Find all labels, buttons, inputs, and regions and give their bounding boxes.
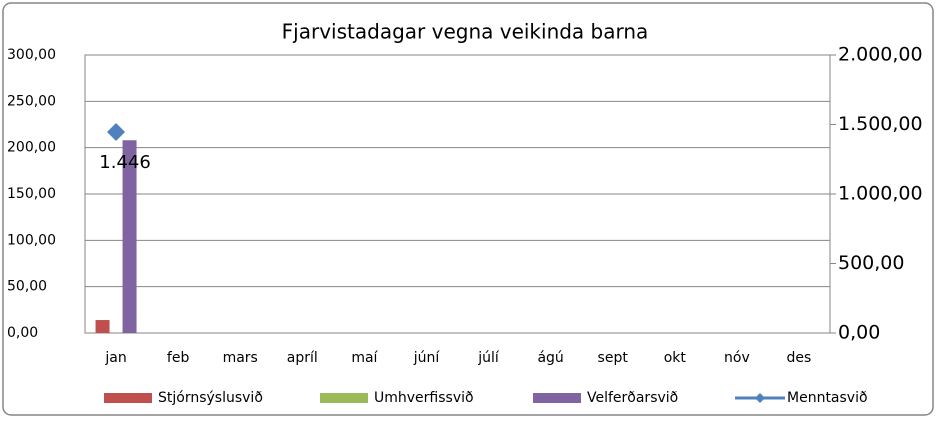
y-tick-label: 300,00 (7, 47, 56, 63)
legend-label: Menntasvið (787, 390, 868, 406)
y-tick-label: 50,00 (7, 279, 47, 295)
x-tick-label: nóv (724, 350, 750, 366)
legend-swatch (104, 393, 152, 403)
x-tick-label: maí (351, 350, 378, 366)
legend-swatch (533, 393, 581, 403)
y-tick-label: 100,00 (7, 232, 56, 248)
x-tick-label: jan (104, 350, 126, 366)
bar (122, 140, 137, 333)
bar (95, 320, 110, 333)
chart-frame (2, 2, 934, 416)
x-tick-label: júlí (477, 350, 500, 366)
x-tick-label: feb (167, 350, 190, 366)
x-tick-label: júní (413, 350, 441, 366)
y-tick-label: 0,00 (7, 325, 38, 341)
x-tick-label: apríl (287, 350, 318, 366)
legend-label: Umhverfissvið (374, 390, 474, 406)
line-marker (107, 123, 126, 142)
y2-tick-label: 500,00 (838, 252, 904, 274)
y-tick-label: 150,00 (7, 186, 56, 202)
y-tick-label: 250,00 (7, 93, 56, 109)
legend-marker (755, 393, 765, 403)
data-label: 1.446 (99, 152, 151, 173)
y-tick-label: 200,00 (7, 140, 56, 156)
chart-title: Fjarvistadagar vegna veikinda barna (282, 20, 649, 44)
x-tick-label: mars (223, 350, 258, 366)
y2-tick-label: 0,00 (838, 322, 880, 344)
legend-label: Velferðarsvið (587, 390, 678, 406)
y2-tick-label: 1.500,00 (838, 113, 923, 135)
x-tick-label: des (787, 350, 812, 366)
x-tick-label: sept (598, 350, 629, 366)
legend-swatch (320, 393, 368, 403)
x-tick-label: ágú (537, 350, 563, 366)
y2-tick-label: 2.000,00 (838, 44, 923, 66)
y2-tick-label: 1.000,00 (838, 183, 923, 205)
x-tick-label: okt (664, 350, 687, 366)
legend-label: Stjórnsýslusvið (158, 390, 263, 406)
